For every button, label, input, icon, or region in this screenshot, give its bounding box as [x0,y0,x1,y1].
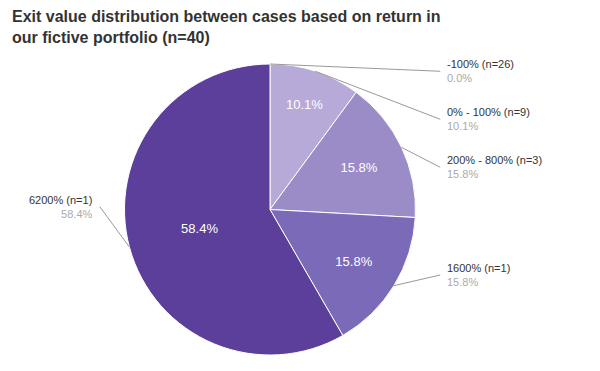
svg-text:15.8%: 15.8% [341,160,378,175]
svg-text:6200% (n=1)58.4%: 6200% (n=1)58.4% [29,194,93,220]
svg-text:200% - 800% (n=3)15.8%: 200% - 800% (n=3)15.8% [447,154,542,180]
svg-text:1600% (n=1)15.8%: 1600% (n=1)15.8% [447,262,510,288]
svg-text:10.1%: 10.1% [286,97,323,112]
svg-text:-100% (n=26)0.0%: -100% (n=26)0.0% [447,58,514,84]
svg-text:0% - 100% (n=9)10.1%: 0% - 100% (n=9)10.1% [447,106,530,132]
svg-text:15.8%: 15.8% [335,254,372,269]
svg-text:Exit value distribution betwee: Exit value distribution between cases ba… [12,8,441,46]
svg-text:58.4%: 58.4% [181,221,218,236]
